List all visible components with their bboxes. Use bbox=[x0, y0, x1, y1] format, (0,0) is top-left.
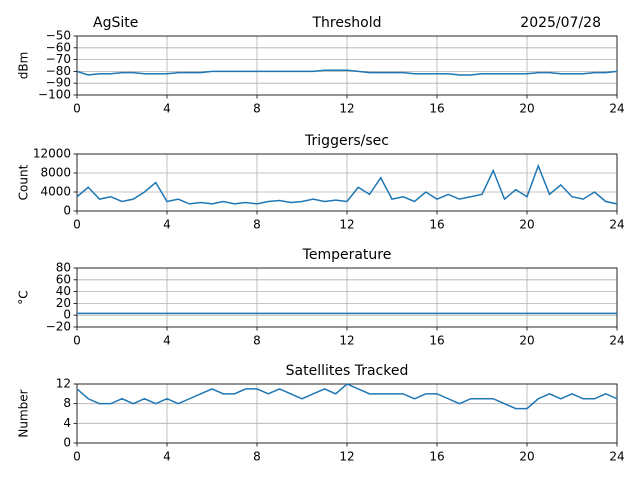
y-tick-label: −100 bbox=[38, 88, 71, 102]
x-tick-label: 16 bbox=[429, 334, 444, 348]
x-tick-label: 16 bbox=[429, 218, 444, 232]
x-tick-label: 12 bbox=[339, 450, 354, 464]
date-label: 2025/07/28 bbox=[520, 15, 601, 31]
x-tick-label: 12 bbox=[339, 334, 354, 348]
x-tick-label: 4 bbox=[163, 334, 171, 348]
y-tick-label: 0 bbox=[63, 308, 71, 322]
data-line bbox=[76, 163, 618, 205]
data-line bbox=[76, 383, 618, 410]
axes-frame bbox=[76, 35, 618, 96]
x-tick-label: 4 bbox=[163, 218, 171, 232]
x-tick-label: 4 bbox=[163, 450, 171, 464]
x-tick-label: 8 bbox=[253, 102, 261, 116]
x-tick-label: 8 bbox=[253, 334, 261, 348]
site-label: AgSite bbox=[93, 15, 138, 31]
x-tick-label: 8 bbox=[253, 218, 261, 232]
subplot-title: Temperature bbox=[302, 247, 392, 263]
x-tick-label: 20 bbox=[519, 218, 534, 232]
y-axis-label: °C bbox=[17, 290, 31, 304]
y-axis-label: Number bbox=[17, 389, 31, 437]
axes-frame bbox=[76, 153, 618, 212]
x-tick-label: 24 bbox=[609, 102, 624, 116]
y-tick-label: 60 bbox=[56, 272, 71, 286]
y-tick-label: 8 bbox=[63, 396, 71, 410]
subplot-title: Threshold bbox=[312, 15, 382, 31]
x-tick-label: 12 bbox=[339, 218, 354, 232]
y-tick-label: −70 bbox=[46, 52, 71, 66]
x-tick-label: 20 bbox=[519, 102, 534, 116]
x-tick-label: 4 bbox=[163, 102, 171, 116]
y-tick-label: 0 bbox=[63, 204, 71, 218]
subplot-title: Satellites Tracked bbox=[286, 363, 409, 379]
x-tick-label: 24 bbox=[609, 218, 624, 232]
x-tick-label: 0 bbox=[73, 218, 81, 232]
y-tick-label: 4000 bbox=[40, 185, 71, 199]
x-tick-label: 16 bbox=[429, 102, 444, 116]
x-tick-label: 12 bbox=[339, 102, 354, 116]
x-tick-label: 0 bbox=[73, 334, 81, 348]
y-tick-label: 8000 bbox=[40, 166, 71, 180]
y-axis-label: Count bbox=[17, 164, 31, 200]
x-tick-label: 8 bbox=[253, 450, 261, 464]
y-axis-label: dBm bbox=[17, 52, 31, 80]
x-tick-label: 0 bbox=[73, 102, 81, 116]
y-tick-label: 4 bbox=[63, 416, 71, 430]
subplot: 0 4 8 12 16 20 24 −50−60−70−80−90−100 Threshold A… bbox=[17, 15, 625, 116]
x-tick-label: 24 bbox=[609, 450, 624, 464]
y-tick-label: 40 bbox=[56, 284, 71, 298]
x-tick-label: 20 bbox=[519, 450, 534, 464]
y-tick-label: −20 bbox=[46, 320, 71, 334]
subplot-title: Triggers/sec bbox=[304, 133, 389, 149]
x-tick-label: 20 bbox=[519, 334, 534, 348]
y-tick-label: −90 bbox=[46, 76, 71, 90]
x-tick-label: 24 bbox=[609, 334, 624, 348]
y-tick-label: 12000 bbox=[33, 147, 71, 161]
y-tick-label: −60 bbox=[46, 40, 71, 54]
y-tick-label: 80 bbox=[56, 261, 71, 275]
axes-frame bbox=[76, 267, 618, 328]
y-tick-label: 12 bbox=[56, 377, 71, 391]
data-line bbox=[76, 69, 618, 76]
x-tick-label: 0 bbox=[73, 450, 81, 464]
y-tick-label: 0 bbox=[63, 436, 71, 450]
y-tick-label: −80 bbox=[46, 64, 71, 78]
y-tick-label: 20 bbox=[56, 296, 71, 310]
x-tick-label: 16 bbox=[429, 450, 444, 464]
y-tick-label: −50 bbox=[46, 29, 71, 43]
subplot: 0 4 8 12 16 20 24 0 4000 8000 12000 Triggers/sec Cou… bbox=[17, 133, 625, 232]
subplot: 0 4 8 12 16 20 24 0 4 8 12 Satellites Tracked Number bbox=[17, 363, 625, 464]
